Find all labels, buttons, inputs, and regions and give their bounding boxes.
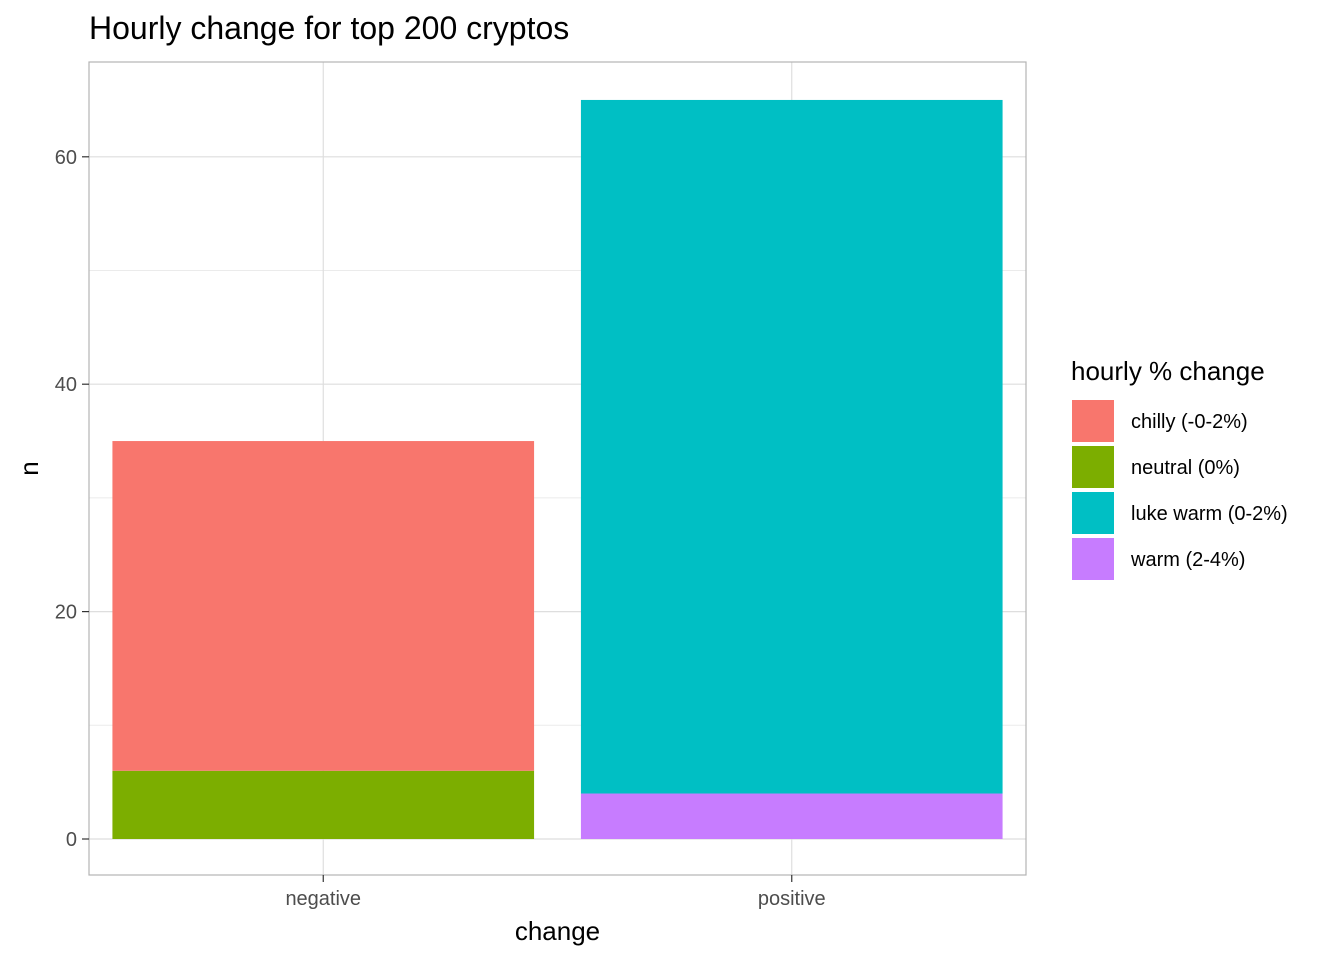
legend-key	[1072, 400, 1114, 442]
chart-title: Hourly change for top 200 cryptos	[89, 10, 569, 46]
legend-label: neutral (0%)	[1131, 457, 1240, 479]
legend-key	[1072, 538, 1114, 580]
x-axis: negative positive	[285, 875, 826, 910]
legend: hourly % change chilly (-0-2%) neutral (0…	[1071, 356, 1288, 580]
legend-label: chilly (-0-2%)	[1131, 411, 1248, 433]
y-tick-label: 0	[66, 829, 77, 851]
x-axis-title: change	[515, 916, 600, 946]
legend-title: hourly % change	[1071, 356, 1265, 386]
y-tick-label: 60	[55, 147, 77, 169]
x-tick-label: positive	[758, 888, 826, 910]
legend-label: warm (2-4%)	[1130, 549, 1245, 571]
y-axis: 0 20 40 60	[55, 147, 89, 851]
bar-segment	[112, 441, 535, 771]
legend-key	[1072, 446, 1114, 488]
y-tick-label: 40	[55, 374, 77, 396]
panel-border	[88, 61, 1027, 876]
bar-segment	[580, 99, 1003, 794]
legend-items: chilly (-0-2%) neutral (0%) luke warm (0-2…	[1072, 400, 1288, 580]
bar-segment	[580, 793, 1003, 839]
y-axis-title: n	[14, 461, 44, 475]
bars	[112, 99, 1003, 839]
legend-key	[1072, 492, 1114, 534]
legend-label: luke warm (0-2%)	[1131, 503, 1288, 525]
bar-segment	[112, 770, 535, 839]
plot-area	[88, 61, 1027, 876]
x-tick-label: negative	[285, 888, 361, 910]
y-tick-label: 20	[55, 602, 77, 624]
